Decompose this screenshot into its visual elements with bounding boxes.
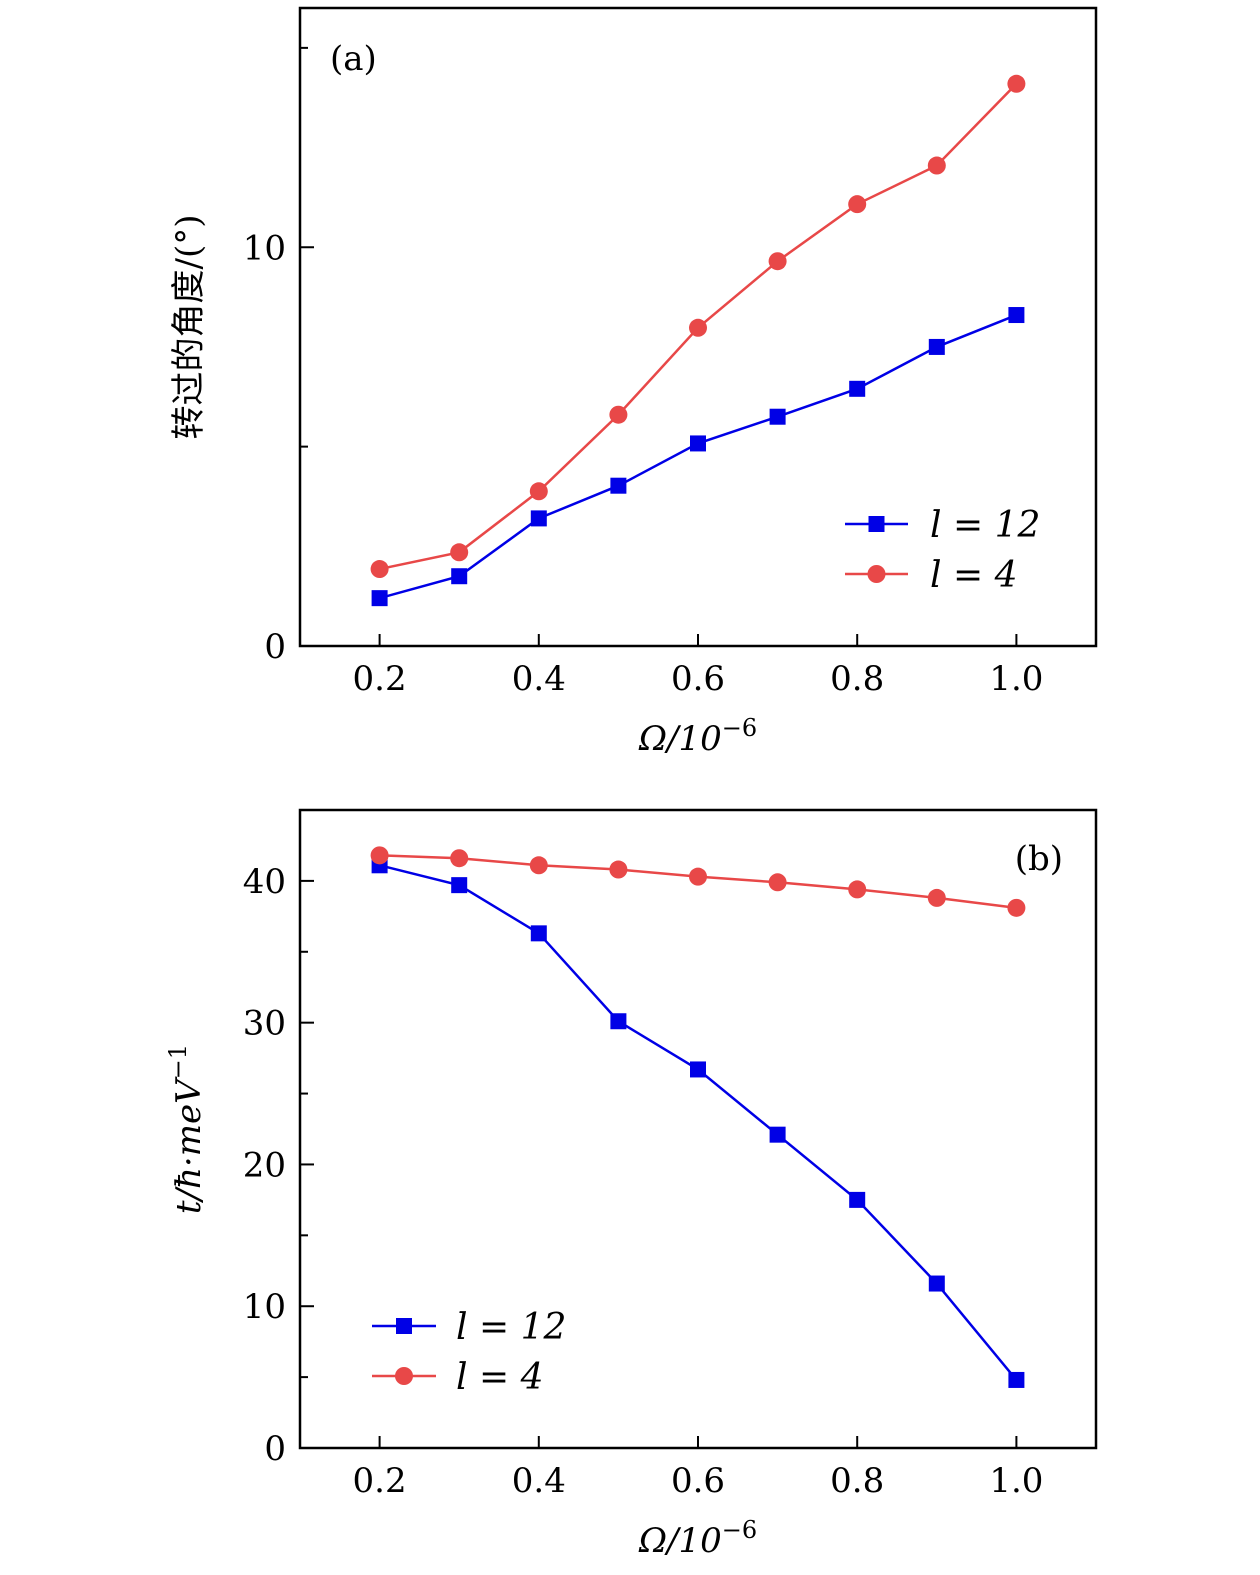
y-tick-label: 40 [243, 862, 286, 902]
x-axis-title: Ω/10−6 [638, 714, 757, 759]
data-point [529, 482, 548, 501]
data-point [450, 849, 469, 868]
data-point [530, 510, 547, 527]
data-point [690, 1061, 706, 1078]
data-point [849, 380, 866, 397]
data-point [529, 856, 548, 875]
data-point [769, 408, 786, 425]
y-tick-label: 0 [264, 627, 286, 667]
y-tick-label: 10 [243, 1287, 286, 1327]
plot-frame [298, 808, 1098, 1450]
x-tick-label: 0.2 [353, 659, 407, 699]
data-point [1007, 74, 1026, 93]
y-tick-label: 20 [243, 1145, 286, 1185]
series-line [379, 864, 1018, 1381]
legend-label: l = 12 [930, 505, 1040, 546]
x-tick-label: 0.6 [671, 1461, 725, 1501]
data-point [928, 1275, 945, 1292]
x-tick-label: 0.8 [830, 659, 884, 699]
legend-marker [868, 516, 885, 532]
x-tick-label: 0.4 [512, 1461, 566, 1501]
data-point [1008, 1371, 1025, 1388]
panel-label: (a) [330, 39, 377, 79]
data-point [371, 590, 388, 607]
panel-label: (b) [1015, 839, 1063, 879]
data-point [609, 405, 628, 424]
data-point [610, 477, 627, 494]
x-tick-label: 0.4 [512, 659, 566, 699]
data-point [689, 867, 707, 886]
x-tick-label: 0.8 [830, 1461, 884, 1501]
series-line [379, 313, 1017, 600]
y-tick-label: 10 [243, 228, 286, 268]
data-point [848, 195, 867, 214]
data-point [370, 846, 389, 865]
y-axis-title: 转过的角度/(°) [169, 215, 209, 440]
data-point [848, 880, 867, 899]
data-point [927, 888, 946, 907]
data-point [927, 156, 946, 175]
x-tick-label: 0.2 [353, 1461, 407, 1501]
legend-label: l = 4 [456, 1357, 543, 1398]
chart-panel-b: 0.2 0.4 0.6 0.8 1.0 0 10 20 30 40 Ω/10−6 t/ħ·meV−1 (… [164, 808, 1098, 1561]
x-tick-label: 1.0 [989, 659, 1043, 699]
y-tick-label: 30 [243, 1004, 286, 1044]
data-point [768, 873, 787, 892]
data-point [609, 860, 628, 879]
data-point [689, 318, 707, 337]
data-point [370, 560, 389, 579]
data-point [451, 877, 468, 894]
legend-label: l = 12 [456, 1307, 566, 1348]
y-tick-label: 0 [264, 1429, 286, 1469]
data-point [690, 435, 706, 452]
x-axis-title: Ω/10−6 [638, 1516, 757, 1561]
data-point [1007, 898, 1026, 917]
legend-marker [396, 1318, 412, 1334]
data-point [769, 1126, 786, 1143]
data-point [768, 252, 787, 271]
legend-marker [395, 1367, 413, 1385]
data-point [928, 338, 945, 355]
data-point [530, 925, 547, 942]
data-point [1008, 307, 1025, 324]
x-tick-label: 0.6 [671, 659, 725, 699]
data-point [610, 1013, 627, 1030]
chart-panel-a: 0.2 0.4 0.6 0.8 1.0 0 10 Ω/10−6 转过的角度/(°) (a) l = … [169, 6, 1098, 759]
legend-label: l = 4 [930, 555, 1017, 596]
x-tick-label: 1.0 [989, 1461, 1043, 1501]
data-point [451, 568, 468, 585]
y-axis-title: t/ħ·meV−1 [164, 1044, 209, 1214]
legend-marker [867, 565, 886, 583]
data-point [849, 1191, 866, 1208]
data-point [450, 543, 469, 562]
